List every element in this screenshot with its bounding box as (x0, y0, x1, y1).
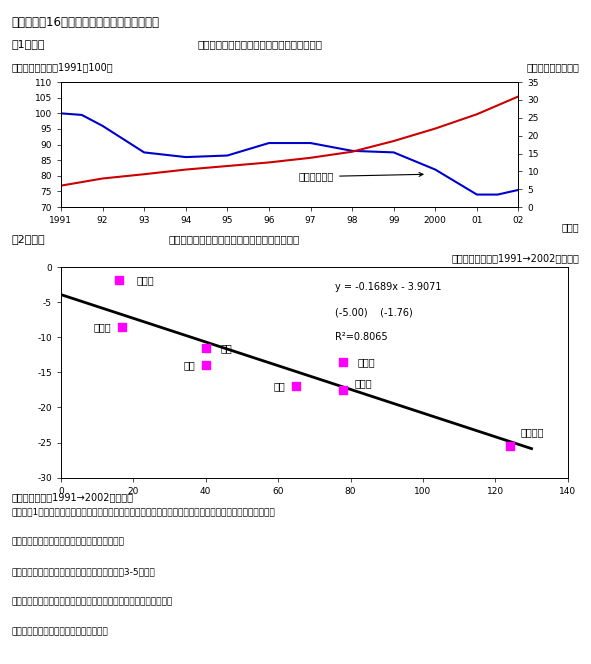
Text: （輸入浸透度（1991→2002）、％）: （輸入浸透度（1991→2002）、％） (12, 492, 134, 502)
Text: （輸入浸透度、％）: （輸入浸透度、％） (527, 62, 579, 72)
Text: 第３－２－16図　輸入浸透度と購入価格指数: 第３－２－16図 輸入浸透度と購入価格指数 (12, 17, 160, 29)
Text: 輸入品が増加した品目ほど価格の下落が大きい: 輸入品が増加した品目ほど価格の下落が大きい (168, 234, 299, 244)
Text: （購入価格指数、1991＝100）: （購入価格指数、1991＝100） (12, 62, 113, 72)
Text: （1）衣料: （1）衣料 (12, 39, 45, 49)
Text: 輸入品が増加するにつれて衣料の価格は下落: 輸入品が増加するにつれて衣料の価格は下落 (197, 39, 322, 49)
Text: （購入価格指数（1991→2002）、％）: （購入価格指数（1991→2002）、％） (452, 254, 579, 264)
Text: ３．輸入浸透度＝輸入数量／（国内生産量＋輸入数量）。: ３．輸入浸透度＝輸入数量／（国内生産量＋輸入数量）。 (12, 598, 173, 606)
Text: （年）: （年） (561, 222, 579, 232)
Text: ４．表中（　）内の値はｔ値。: ４．表中（ ）内の値はｔ値。 (12, 627, 109, 636)
Text: 経済産業省「総供給表」により作成。: 経済産業省「総供給表」により作成。 (12, 538, 125, 546)
Text: （備考）1．総務省「家計調査（二人以上の世帯（農林漁家世帯を除く））」、農林水産省「食料需給表」、: （備考）1．総務省「家計調査（二人以上の世帯（農林漁家世帯を除く））」、農林水産… (12, 508, 275, 517)
Text: ２．購入価格指数の推計方法は、付泣3-5参照。: ２．購入価格指数の推計方法は、付泣3-5参照。 (12, 568, 155, 576)
Text: （2）食料: （2）食料 (12, 234, 46, 244)
